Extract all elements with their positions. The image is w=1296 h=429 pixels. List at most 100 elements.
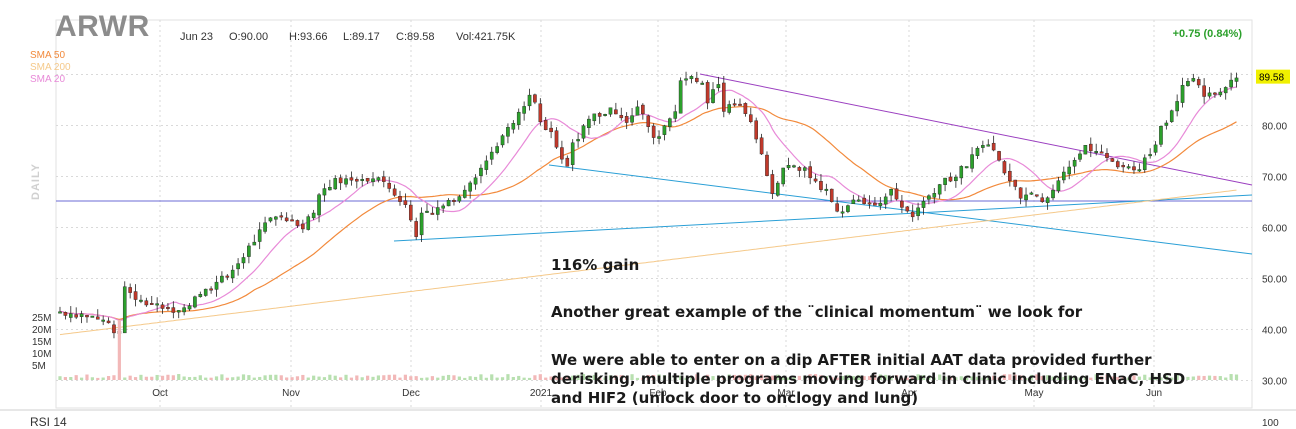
volume-bar <box>797 375 801 380</box>
candle-body <box>290 219 294 222</box>
candle-body <box>662 125 667 135</box>
candle-body <box>775 182 780 196</box>
volume-bar <box>776 374 780 380</box>
volume-bar <box>187 377 192 380</box>
candle-body <box>1137 169 1142 172</box>
candle-body <box>1045 197 1050 203</box>
x-tick-label: Nov <box>282 388 300 399</box>
candle-body <box>910 211 915 218</box>
candle-body <box>301 223 305 230</box>
candle-body <box>1008 170 1012 182</box>
x-tick-label: Mar <box>777 388 795 399</box>
volume-bar <box>878 374 882 380</box>
last-price-tag <box>1256 69 1290 84</box>
volume-bar <box>204 377 208 380</box>
volume-bar <box>911 375 915 380</box>
volume-bar <box>986 377 990 380</box>
candle-body <box>900 200 904 208</box>
candle-body <box>155 303 159 306</box>
volume-bar <box>759 374 764 380</box>
candle-body <box>1013 179 1018 187</box>
volume-bar <box>409 376 413 380</box>
volume-bar <box>1153 376 1158 380</box>
candle-body <box>311 212 316 219</box>
volume-bar <box>630 374 634 380</box>
volume-bar <box>846 374 850 380</box>
volume-bar <box>581 374 586 380</box>
volume-bar <box>657 374 661 380</box>
candle-body <box>835 203 839 212</box>
candle-body <box>1083 145 1088 155</box>
volume-bar <box>306 377 310 380</box>
volume-bar <box>652 375 656 380</box>
volume-bar <box>733 374 737 380</box>
candle-body <box>614 109 618 115</box>
volume-bar <box>857 375 861 380</box>
volume-bar <box>959 376 963 380</box>
volume-bar <box>349 377 354 380</box>
candle-body <box>684 78 688 81</box>
volume-bar <box>1180 376 1185 380</box>
candle-body <box>187 305 192 310</box>
candle-body <box>754 120 758 140</box>
candle-body <box>1035 194 1039 197</box>
trendline-up-blue <box>393 194 1253 242</box>
volume-bar <box>792 376 796 380</box>
candle-body <box>95 316 100 320</box>
candle-body <box>673 111 678 119</box>
candle-body <box>279 215 284 218</box>
candle-body <box>382 176 386 182</box>
last-price-label: 89.58 <box>1259 73 1284 84</box>
volume-bar <box>938 374 942 380</box>
candle-body <box>991 142 996 151</box>
candle-body <box>1056 180 1061 192</box>
y-tick-label: 70.00 <box>1262 173 1287 184</box>
candle-body <box>1207 92 1212 97</box>
candle-body <box>1186 81 1190 87</box>
annotation-line-2: Another great example of the ¨clinical m… <box>551 303 1083 321</box>
candle-body <box>139 299 143 302</box>
candle-body <box>392 188 397 196</box>
volume-bar <box>473 376 478 380</box>
candle-body <box>398 196 402 202</box>
candle-body <box>263 222 267 232</box>
volume-bar <box>133 377 138 380</box>
volume-bar <box>743 374 747 380</box>
volume-bar <box>862 376 866 380</box>
candle-body <box>1169 110 1174 122</box>
candle-body <box>457 196 462 202</box>
volume-bar <box>722 377 726 380</box>
candle-body <box>506 127 510 137</box>
volume-bar <box>916 374 920 380</box>
candle-body <box>376 177 381 181</box>
candle-body <box>856 199 861 202</box>
volume-bar <box>285 377 289 380</box>
volume-bar <box>1159 377 1163 380</box>
candle-body <box>462 189 467 198</box>
volume-bar <box>684 377 688 380</box>
candle-body <box>695 77 699 82</box>
candle-body <box>867 202 872 205</box>
candle-body <box>883 196 888 205</box>
candle-body <box>1115 161 1120 168</box>
volume-bar <box>1040 376 1044 380</box>
candle-body <box>355 179 359 182</box>
volume-bar <box>166 374 170 380</box>
candle-body <box>317 194 321 216</box>
candle-body <box>1121 165 1125 168</box>
volume-bar <box>819 375 823 380</box>
volume-bar <box>1137 376 1141 380</box>
candle-body <box>1229 79 1233 88</box>
candle-body <box>274 216 278 220</box>
volume-bar <box>970 376 974 380</box>
volume-bar <box>727 374 731 380</box>
candle-body <box>748 114 753 122</box>
volume-bar <box>673 376 677 380</box>
volume-bar <box>668 375 672 380</box>
open-value: O:90.00 <box>229 31 269 43</box>
candle-body <box>1213 92 1217 95</box>
bar-date: Jun 23 <box>180 31 214 43</box>
x-tick-label: Oct <box>152 388 168 399</box>
volume-bar <box>1148 377 1152 380</box>
candle-body <box>792 165 796 168</box>
